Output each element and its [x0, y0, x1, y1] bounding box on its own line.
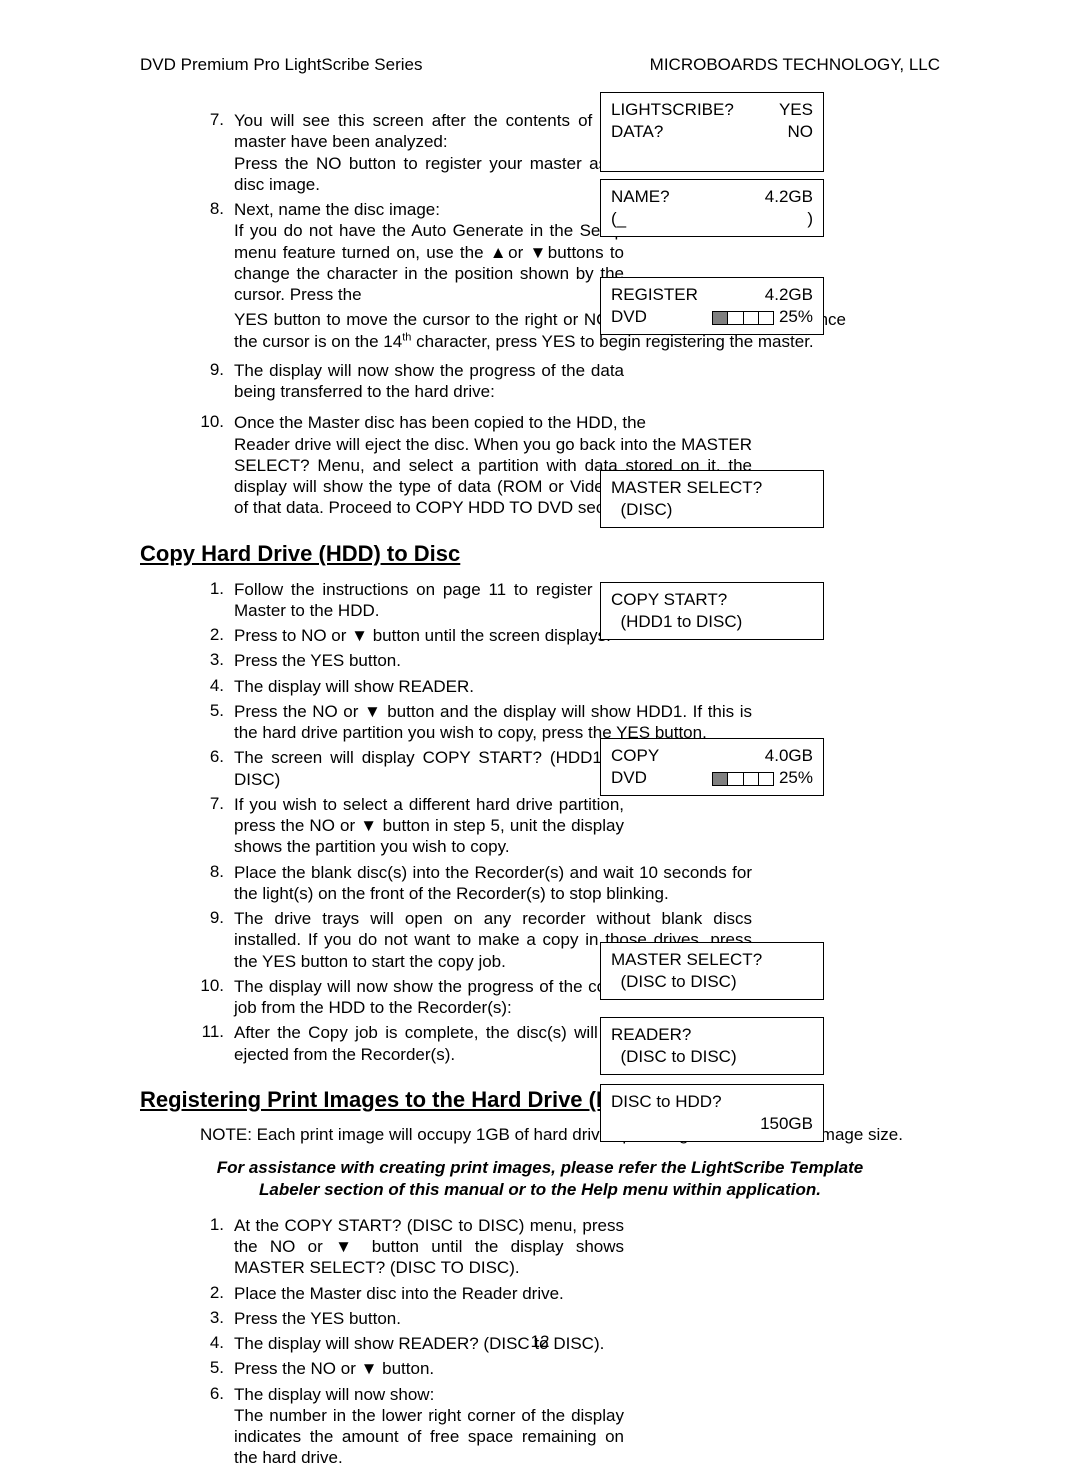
- list-text: The screen will display COPY START? (HDD…: [234, 747, 624, 790]
- page-number: 12: [0, 1332, 1080, 1352]
- list-number: 3.: [164, 1308, 234, 1328]
- list-text: The display will now show the progress o…: [234, 360, 624, 403]
- list-text: The display will now show the progress o…: [234, 976, 624, 1019]
- page-header: DVD Premium Pro LightScribe Series MICRO…: [140, 55, 940, 75]
- list-number: 2.: [164, 625, 234, 645]
- list-text: Place the blank disc(s) into the Recorde…: [234, 862, 752, 905]
- list-number: 8.: [164, 199, 234, 219]
- list-number: 10.: [164, 412, 234, 432]
- list-number: 9.: [164, 360, 234, 380]
- list-number: 4.: [164, 676, 234, 696]
- lcd-box-name: NAME?4.2GB (_): [600, 179, 824, 237]
- list-text: The display will now show: The number in…: [234, 1384, 624, 1469]
- list-text: Press the NO or ▼ button.: [234, 1358, 624, 1379]
- list-text: Follow the instructions on page 11 to re…: [234, 579, 624, 622]
- list-number: 1.: [164, 1215, 234, 1235]
- list-number: 10.: [164, 976, 234, 996]
- assistance-note: For assistance with creating print image…: [190, 1157, 890, 1201]
- lcd-box-lightscribe: LIGHTSCRIBE?YES DATA?NO: [600, 92, 824, 172]
- lcd-box-copy-start: COPY START? (HDD1 to DISC): [600, 582, 824, 640]
- lcd-box-disc-to-hdd: DISC to HDD? 150GB: [600, 1084, 824, 1142]
- list-number: 7.: [164, 794, 234, 814]
- list-text: Press the YES button.: [234, 650, 624, 671]
- list-text: Next, name the disc image: If you do not…: [234, 199, 624, 305]
- section-heading: Copy Hard Drive (HDD) to Disc: [140, 541, 940, 567]
- lcd-box-master-select-disc: MASTER SELECT? (DISC to DISC): [600, 942, 824, 1000]
- list-number: 9.: [164, 908, 234, 928]
- progress-bar-icon: [712, 772, 774, 786]
- list-text: You will see this screen after the conte…: [234, 110, 624, 195]
- list-number: 2.: [164, 1283, 234, 1303]
- lcd-box-copy: COPY4.0GB DVD 25%: [600, 738, 824, 796]
- lcd-box-master-select: MASTER SELECT? (DISC): [600, 470, 824, 528]
- list-text: Press the NO or ▼ button and the display…: [234, 701, 752, 744]
- list-number: 6.: [164, 1384, 234, 1404]
- list-text: Press the YES button.: [234, 1308, 624, 1329]
- list-number: 5.: [164, 701, 234, 721]
- list-text: After the Copy job is complete, the disc…: [234, 1022, 624, 1065]
- list-number: 3.: [164, 650, 234, 670]
- list-number: 6.: [164, 747, 234, 767]
- list-text: At the COPY START? (DISC to DISC) menu, …: [234, 1215, 624, 1279]
- list-number: 8.: [164, 862, 234, 882]
- lcd-box-reader: READER? (DISC to DISC): [600, 1017, 824, 1075]
- list-number: 1.: [164, 579, 234, 599]
- list-number: 7.: [164, 110, 234, 130]
- header-left: DVD Premium Pro LightScribe Series: [140, 55, 422, 75]
- list-text: If you wish to select a different hard d…: [234, 794, 624, 858]
- note-text: NOTE: Each print image will occupy 1GB o…: [200, 1125, 940, 1145]
- list-text: Press to NO or ▼ button until the screen…: [234, 625, 624, 646]
- list-number: 11.: [164, 1022, 234, 1042]
- progress-bar-icon: [712, 311, 774, 325]
- list-number: 5.: [164, 1358, 234, 1378]
- list-text: Place the Master disc into the Reader dr…: [234, 1283, 624, 1304]
- header-right: MICROBOARDS TECHNOLOGY, LLC: [650, 55, 940, 75]
- lcd-box-register: REGISTER4.2GB DVD 25%: [600, 277, 824, 335]
- list-text: The display will show READER.: [234, 676, 624, 697]
